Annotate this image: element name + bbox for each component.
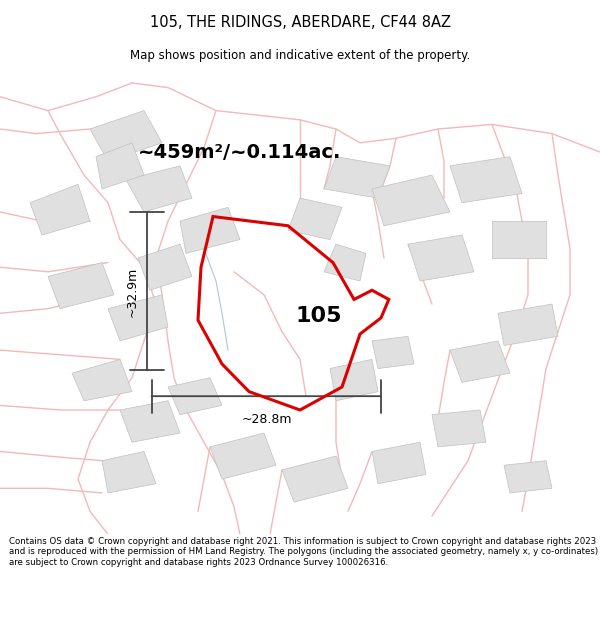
Polygon shape (180, 208, 240, 253)
Polygon shape (48, 262, 114, 309)
Polygon shape (372, 175, 450, 226)
Polygon shape (90, 111, 162, 161)
Polygon shape (408, 235, 474, 281)
Polygon shape (372, 442, 426, 484)
Text: Contains OS data © Crown copyright and database right 2021. This information is : Contains OS data © Crown copyright and d… (9, 537, 598, 567)
Polygon shape (432, 410, 486, 447)
Polygon shape (324, 244, 366, 281)
Polygon shape (210, 433, 276, 479)
Polygon shape (120, 401, 180, 442)
Text: ~28.8m: ~28.8m (241, 412, 292, 426)
Polygon shape (450, 157, 522, 202)
Text: ~459m²/~0.114ac.: ~459m²/~0.114ac. (138, 142, 341, 161)
Polygon shape (102, 451, 156, 493)
Polygon shape (108, 295, 168, 341)
Polygon shape (450, 341, 510, 382)
Polygon shape (72, 359, 132, 401)
Polygon shape (324, 157, 390, 198)
Polygon shape (498, 304, 558, 346)
Polygon shape (330, 359, 378, 401)
Polygon shape (138, 244, 192, 290)
Polygon shape (282, 456, 348, 502)
Polygon shape (492, 221, 546, 258)
Text: ~32.9m: ~32.9m (125, 266, 139, 316)
Text: 105: 105 (295, 306, 341, 326)
Text: 105, THE RIDINGS, ABERDARE, CF44 8AZ: 105, THE RIDINGS, ABERDARE, CF44 8AZ (149, 14, 451, 29)
Text: Map shows position and indicative extent of the property.: Map shows position and indicative extent… (130, 49, 470, 62)
Polygon shape (126, 166, 192, 212)
Polygon shape (168, 378, 222, 414)
Polygon shape (372, 336, 414, 369)
Polygon shape (288, 198, 342, 239)
Polygon shape (30, 184, 90, 235)
Polygon shape (504, 461, 552, 493)
Polygon shape (96, 143, 144, 189)
